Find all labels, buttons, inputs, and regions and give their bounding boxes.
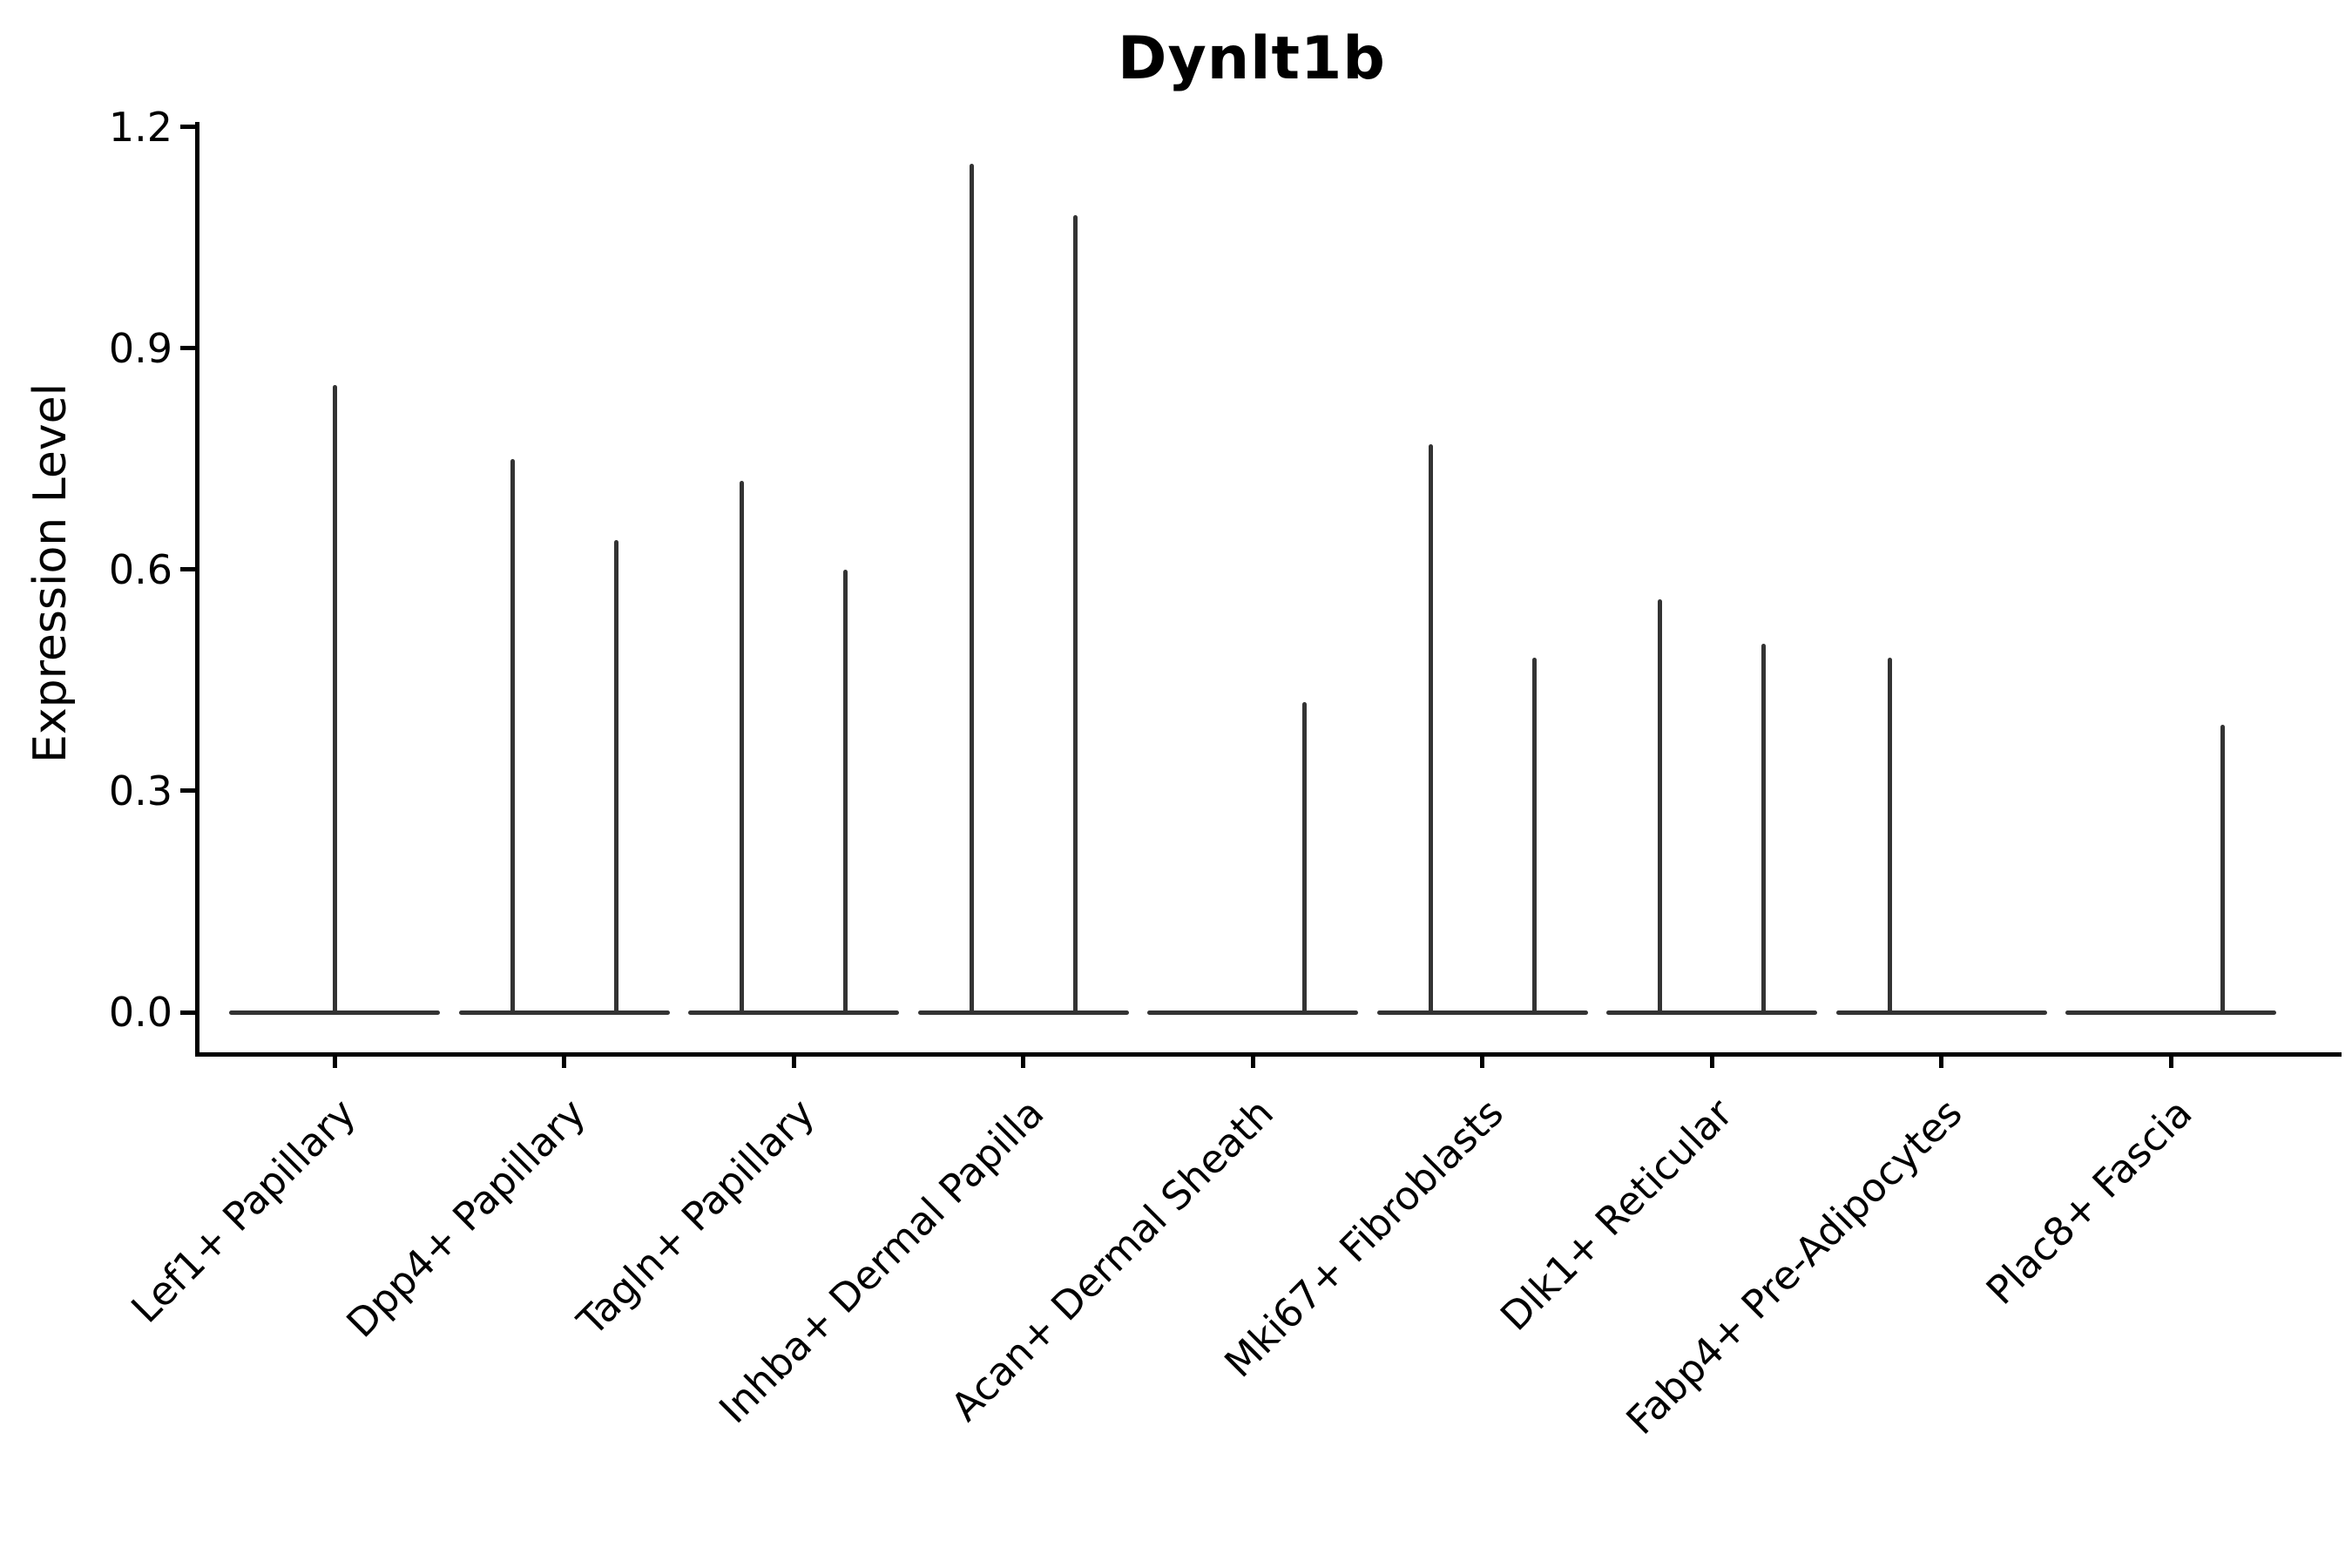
x-tick-mark <box>1480 1054 1484 1068</box>
violin-needle <box>332 385 337 1014</box>
x-tick-mark <box>562 1054 566 1068</box>
violin-base <box>688 1010 899 1015</box>
violin-needle <box>1531 658 1537 1014</box>
y-tick-mark <box>180 1010 196 1015</box>
x-tick-mark <box>1709 1054 1714 1068</box>
y-tick-mark <box>180 567 196 572</box>
violin-base <box>458 1010 670 1015</box>
violin-base <box>1376 1010 1588 1015</box>
chart-title: Dynlt1b <box>1118 24 1386 93</box>
x-tick-mark <box>791 1054 796 1068</box>
x-tick-label: Dlk1+ Reticular <box>1491 1089 1742 1340</box>
x-tick-label: Lef1+ Papillary <box>122 1089 365 1332</box>
violin-needle <box>1428 443 1433 1014</box>
y-tick-label: 0.3 <box>108 767 172 814</box>
x-tick-mark <box>1021 1054 1025 1068</box>
violin-needle <box>510 458 515 1014</box>
violin-needle <box>1658 598 1662 1014</box>
x-tick-mark <box>332 1054 337 1068</box>
y-tick-label: 0.9 <box>108 324 172 372</box>
violin-needle <box>969 163 974 1014</box>
x-axis-spine <box>195 1052 2342 1057</box>
violin-needle <box>613 539 618 1014</box>
violin-needle <box>2220 724 2225 1014</box>
violin-needle <box>740 481 744 1014</box>
x-tick-label: Tagln+ Papillary <box>568 1089 824 1345</box>
y-tick-mark <box>180 788 196 794</box>
x-tick-mark <box>2168 1054 2173 1068</box>
violin-base <box>1147 1010 1358 1015</box>
y-tick-label: 0.0 <box>108 989 172 1036</box>
x-tick-label: Plac8+ Fascia <box>1977 1089 2201 1314</box>
y-tick-mark <box>180 346 196 351</box>
violin-needle <box>1302 702 1307 1014</box>
violin-base <box>2065 1010 2276 1015</box>
violin-base <box>1606 1010 1817 1015</box>
violin-base <box>1835 1010 2047 1015</box>
violin-needle <box>1761 643 1766 1014</box>
x-tick-label: Dpp4+ Papillary <box>337 1089 594 1347</box>
violin-needle <box>843 569 848 1014</box>
x-tick-mark <box>1250 1054 1255 1068</box>
violin-needle <box>1072 215 1078 1014</box>
x-tick-mark <box>1939 1054 1943 1068</box>
y-axis-spine <box>195 122 199 1057</box>
violin-needle <box>1887 658 1892 1014</box>
y-tick-label: 1.2 <box>108 103 172 151</box>
y-tick-mark <box>180 125 196 130</box>
violin-base <box>917 1010 1129 1015</box>
y-tick-label: 0.6 <box>108 545 172 593</box>
